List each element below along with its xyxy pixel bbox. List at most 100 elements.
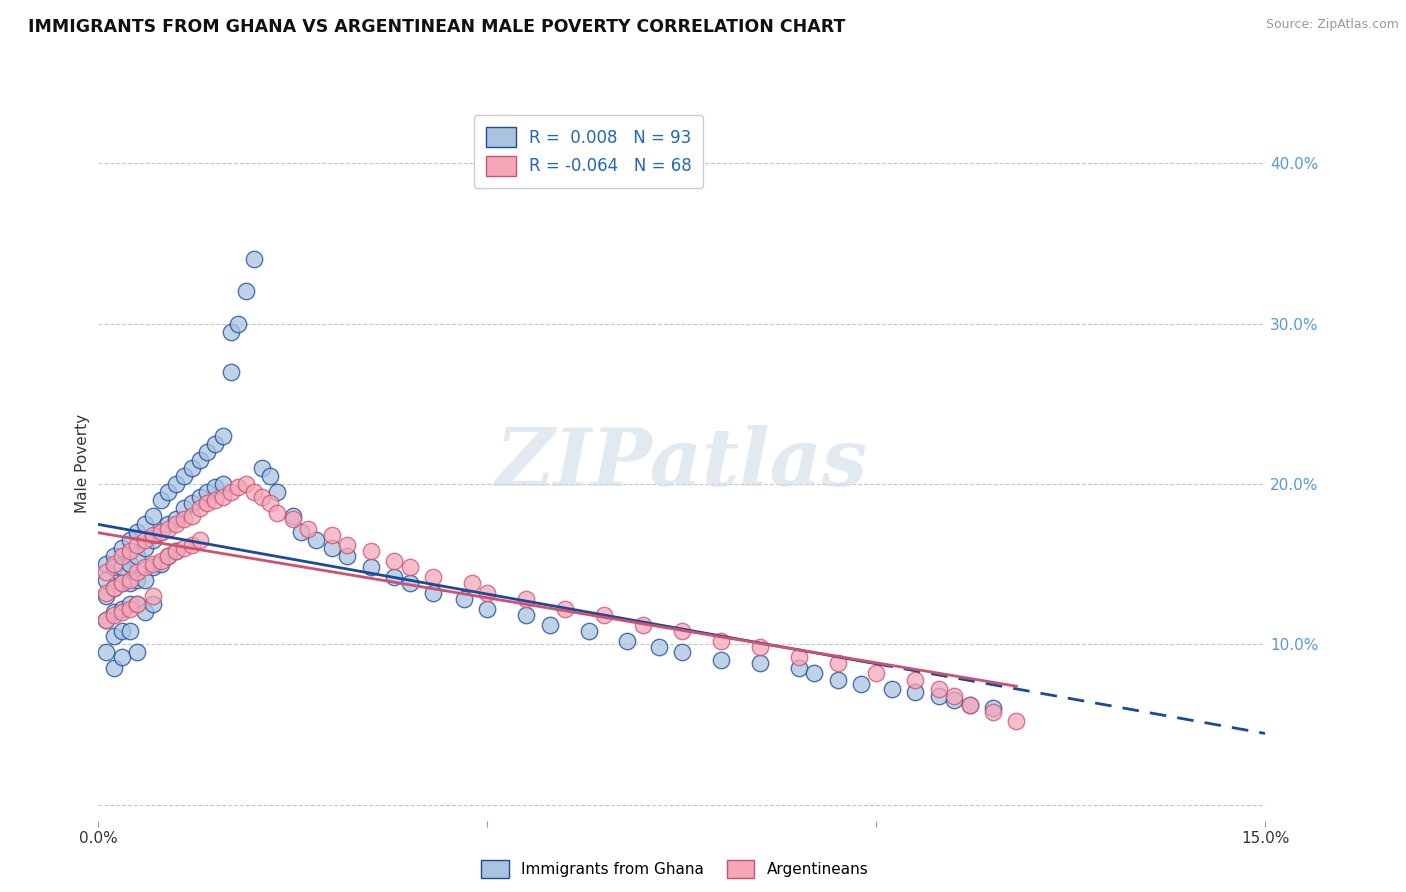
Point (165, 516, 187, 531)
Point (477, 586, 499, 600)
Point (235, 285, 257, 299)
Point (928, 689, 950, 703)
Point (290, 524, 312, 539)
Point (127, 565, 149, 579)
Point (142, 508, 165, 523)
Point (111, 624, 134, 639)
Point (96, 613, 118, 627)
Point (219, 325, 242, 339)
Point (827, 657, 849, 671)
Point (195, 445, 218, 459)
Point (212, 429, 235, 443)
Point (149, 557, 172, 571)
Point (748, 657, 770, 671)
Point (631, 618, 654, 632)
Point (103, 581, 125, 595)
Point (188, 453, 211, 467)
Point (149, 524, 172, 539)
Point (849, 677, 872, 691)
Point (943, 689, 966, 703)
Point (180, 538, 202, 552)
Point (266, 484, 288, 499)
Point (118, 576, 141, 591)
Point (360, 544, 382, 558)
Point (165, 476, 187, 491)
Point (142, 557, 165, 571)
Point (134, 573, 156, 587)
Point (787, 661, 810, 675)
Point (96, 573, 118, 587)
Point (398, 560, 420, 574)
Point (515, 608, 537, 623)
Legend: R =  0.008   N = 93, R = -0.064   N = 68: R = 0.008 N = 93, R = -0.064 N = 68 (474, 115, 703, 187)
Point (157, 549, 180, 563)
Point (96, 565, 118, 579)
Point (173, 512, 195, 526)
Point (981, 705, 1004, 719)
Point (959, 698, 981, 713)
Point (281, 508, 304, 523)
Point (142, 589, 165, 603)
Point (228, 480, 250, 494)
Point (134, 541, 156, 555)
Point (538, 618, 561, 632)
Point (195, 484, 218, 499)
Text: Source: ZipAtlas.com: Source: ZipAtlas.com (1265, 18, 1399, 31)
Point (212, 490, 235, 504)
Point (360, 560, 382, 574)
Point (118, 544, 141, 558)
Point (103, 581, 125, 595)
Point (118, 624, 141, 639)
Point (157, 516, 180, 531)
Point (959, 698, 981, 713)
Point (103, 557, 125, 571)
Point (127, 549, 149, 563)
Point (111, 549, 134, 563)
Point (250, 490, 273, 504)
Point (710, 634, 733, 648)
Point (111, 650, 134, 665)
Point (165, 512, 187, 526)
Point (904, 685, 927, 699)
Point (96, 613, 118, 627)
Point (96, 589, 118, 603)
Point (219, 365, 242, 379)
Point (96, 586, 118, 600)
Point (149, 554, 172, 568)
Point (266, 506, 288, 520)
Point (981, 701, 1004, 715)
Point (212, 476, 235, 491)
Point (111, 576, 134, 591)
Point (748, 640, 770, 655)
Point (118, 557, 141, 571)
Point (461, 576, 484, 591)
Point (787, 650, 810, 665)
Point (103, 661, 125, 675)
Point (157, 522, 180, 536)
Point (165, 544, 187, 558)
Point (297, 522, 319, 536)
Legend: Immigrants from Ghana, Argentineans: Immigrants from Ghana, Argentineans (475, 854, 875, 884)
Point (578, 624, 600, 639)
Point (127, 597, 149, 611)
Point (165, 544, 187, 558)
Point (422, 570, 444, 584)
Point (149, 492, 172, 507)
Point (204, 492, 226, 507)
Point (453, 592, 475, 607)
Point (157, 484, 180, 499)
Point (259, 496, 281, 510)
Point (195, 496, 218, 510)
Point (96, 557, 118, 571)
Point (142, 528, 165, 542)
Point (127, 645, 149, 659)
Point (142, 560, 165, 574)
Point (865, 666, 887, 681)
Point (616, 634, 638, 648)
Point (554, 602, 576, 616)
Point (111, 576, 134, 591)
Point (103, 605, 125, 619)
Point (243, 484, 266, 499)
Point (219, 484, 242, 499)
Point (593, 608, 616, 623)
